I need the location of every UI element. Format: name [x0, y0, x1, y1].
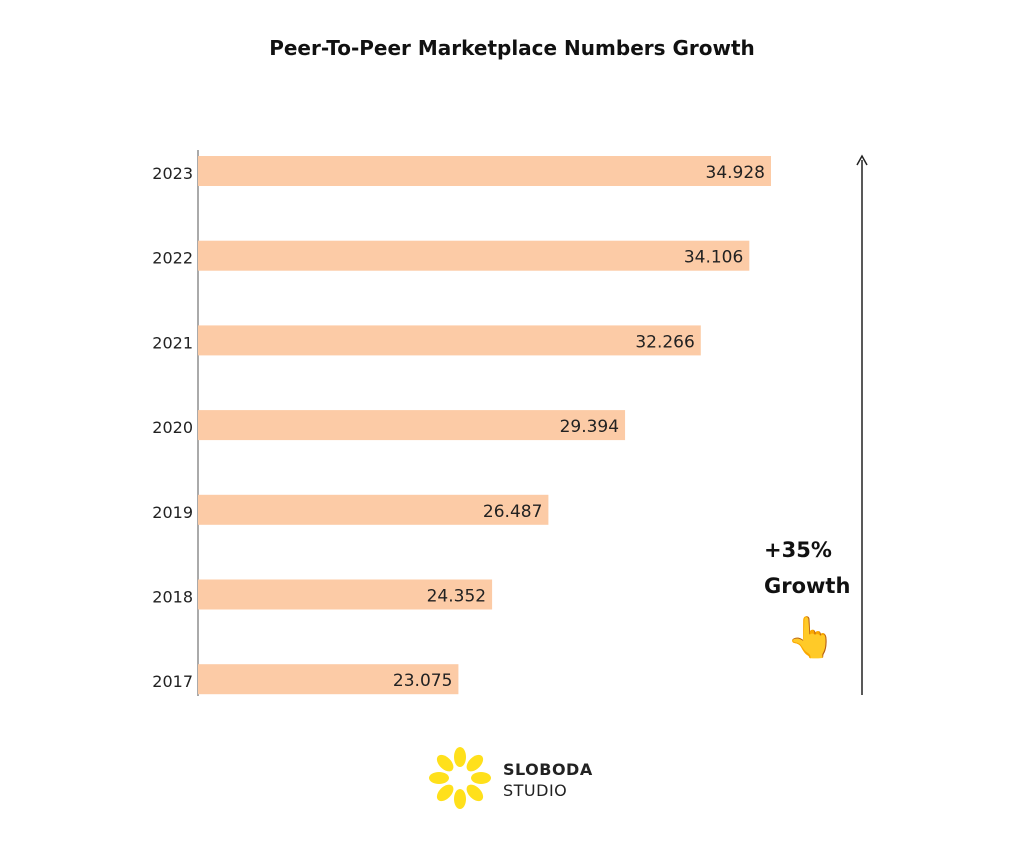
- data-label-2019: 26.487: [483, 502, 542, 522]
- brand-name: SLOBODA: [503, 760, 593, 779]
- pointing-up-hand-icon: 👆: [786, 615, 836, 661]
- logo-petal: [466, 754, 484, 772]
- y-tick-label-2019: 2019: [152, 503, 193, 522]
- logo-petal: [436, 784, 454, 802]
- data-label-2017: 23.075: [393, 671, 452, 691]
- data-label-2021: 32.266: [635, 332, 694, 352]
- bar-2022: [198, 240, 750, 271]
- y-tick-label-2017: 2017: [152, 672, 193, 691]
- data-label-2023: 34.928: [706, 163, 765, 183]
- logo-petal: [436, 754, 454, 772]
- data-label-2020: 29.394: [560, 417, 619, 437]
- logo-petal: [466, 784, 484, 802]
- data-label-2022: 34.106: [684, 248, 743, 268]
- logo-petal: [471, 772, 491, 784]
- bar-2017: [198, 664, 459, 695]
- logo-petal: [429, 772, 449, 784]
- data-label-2018: 24.352: [427, 587, 486, 607]
- up-arrow-icon: [856, 154, 868, 166]
- y-tick-label-2022: 2022: [152, 249, 193, 268]
- sloboda-logo: [429, 747, 491, 809]
- growth-label: Growth: [764, 574, 851, 598]
- logo-petal: [454, 747, 466, 767]
- bar-2021: [198, 325, 701, 356]
- bar-2023: [198, 156, 771, 186]
- growth-percent: +35%: [764, 538, 832, 562]
- bar-2019: [198, 494, 549, 525]
- chart-title: Peer-To-Peer Marketplace Numbers Growth: [269, 36, 755, 60]
- y-tick-label-2018: 2018: [152, 588, 193, 607]
- bar-2018: [198, 579, 493, 610]
- brand-subtitle: STUDIO: [503, 781, 568, 800]
- bar-2020: [198, 410, 626, 441]
- y-tick-label-2023: 2023: [152, 164, 193, 183]
- y-tick-label-2020: 2020: [152, 418, 193, 437]
- y-tick-label-2021: 2021: [152, 333, 193, 352]
- logo-petal: [454, 789, 466, 809]
